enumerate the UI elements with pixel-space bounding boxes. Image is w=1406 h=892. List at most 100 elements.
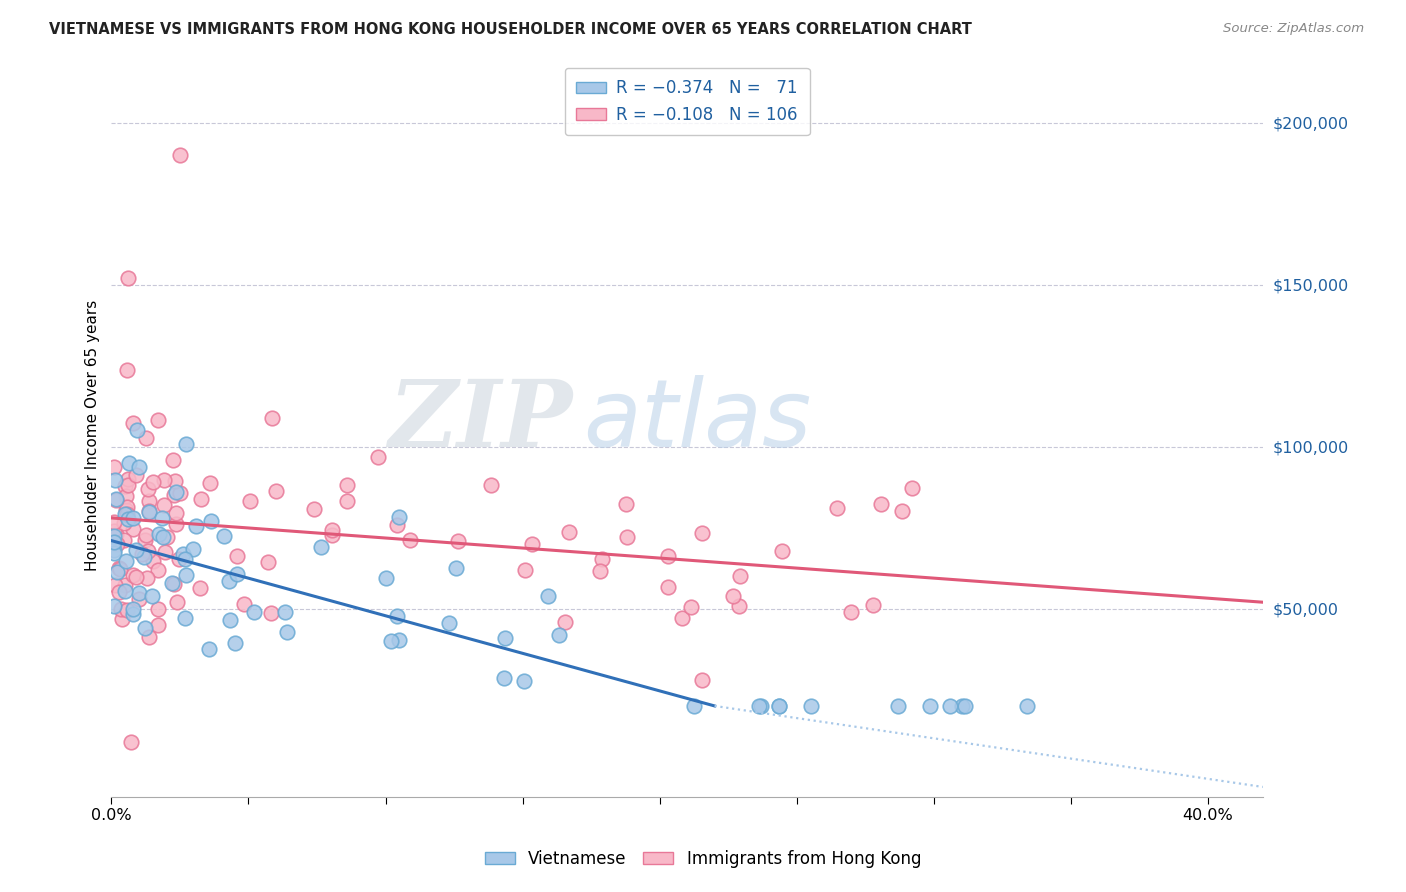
Point <box>723 590 745 604</box>
Point <box>167 552 190 566</box>
Point <box>388 510 411 524</box>
Point <box>218 574 240 589</box>
Point <box>589 564 612 578</box>
Point <box>479 477 502 491</box>
Point <box>891 504 914 518</box>
Point <box>114 578 136 592</box>
Point <box>302 502 325 516</box>
Point <box>121 510 143 524</box>
Point <box>494 631 516 645</box>
Point <box>862 598 884 612</box>
Point <box>115 503 138 517</box>
Point <box>198 642 221 657</box>
Point <box>398 533 420 547</box>
Point <box>174 552 197 566</box>
Point <box>112 516 135 530</box>
Point <box>749 698 772 713</box>
Text: atlas: atlas <box>583 376 811 467</box>
Point <box>165 516 187 531</box>
Point <box>120 734 142 748</box>
Point <box>103 515 125 529</box>
Point <box>692 673 714 687</box>
Point <box>134 621 156 635</box>
Point <box>174 437 197 451</box>
Point <box>800 698 823 713</box>
Point <box>121 607 143 621</box>
Point <box>264 484 287 499</box>
Point <box>136 544 159 558</box>
Point <box>105 492 128 507</box>
Point <box>166 595 188 609</box>
Point <box>117 363 139 377</box>
Point <box>512 673 534 688</box>
Point <box>886 698 908 713</box>
Text: Source: ZipAtlas.com: Source: ZipAtlas.com <box>1223 22 1364 36</box>
Point <box>117 472 139 486</box>
Point <box>136 483 159 497</box>
Point <box>447 534 470 549</box>
Point <box>122 568 145 582</box>
Point <box>184 518 207 533</box>
Point <box>226 567 249 582</box>
Point <box>522 537 544 551</box>
Point <box>671 611 693 625</box>
Point <box>679 600 702 615</box>
Point <box>554 615 576 629</box>
Point <box>768 698 790 713</box>
Point <box>839 605 862 619</box>
Text: ZIP: ZIP <box>388 376 572 466</box>
Point <box>156 530 179 544</box>
Point <box>103 459 125 474</box>
Point <box>380 633 402 648</box>
Point <box>131 547 153 561</box>
Point <box>257 555 280 569</box>
Point <box>444 561 467 575</box>
Point <box>952 698 974 713</box>
Point <box>103 524 125 538</box>
Point <box>108 560 131 574</box>
Point <box>128 460 150 475</box>
Point <box>148 527 170 541</box>
Legend: R = −0.374   N =   71, R = −0.108   N = 106: R = −0.374 N = 71, R = −0.108 N = 106 <box>565 68 810 136</box>
Point <box>138 504 160 518</box>
Point <box>181 542 204 557</box>
Point <box>103 528 125 542</box>
Point <box>132 549 155 564</box>
Point <box>309 540 332 554</box>
Point <box>900 482 922 496</box>
Point <box>239 493 262 508</box>
Point <box>114 489 136 503</box>
Point <box>138 505 160 519</box>
Point <box>117 478 139 492</box>
Point <box>728 569 751 583</box>
Point <box>135 528 157 542</box>
Point <box>169 485 191 500</box>
Point <box>242 606 264 620</box>
Point <box>122 602 145 616</box>
Point <box>260 606 283 620</box>
Y-axis label: Householder Income Over 65 years: Householder Income Over 65 years <box>86 300 100 571</box>
Point <box>165 506 187 520</box>
Point <box>276 624 298 639</box>
Point <box>135 431 157 445</box>
Point <box>108 584 131 599</box>
Point <box>172 547 194 561</box>
Point <box>385 609 408 624</box>
Point <box>657 580 679 594</box>
Point <box>108 562 131 576</box>
Point <box>125 569 148 583</box>
Point <box>558 524 581 539</box>
Point <box>125 543 148 558</box>
Point <box>150 511 173 525</box>
Point <box>591 552 613 566</box>
Point <box>146 413 169 427</box>
Point <box>335 478 357 492</box>
Point <box>152 530 174 544</box>
Point <box>232 597 254 611</box>
Point <box>142 554 165 568</box>
Point <box>117 511 139 525</box>
Point <box>105 491 128 506</box>
Point <box>103 546 125 560</box>
Point <box>117 508 139 522</box>
Point <box>105 565 128 579</box>
